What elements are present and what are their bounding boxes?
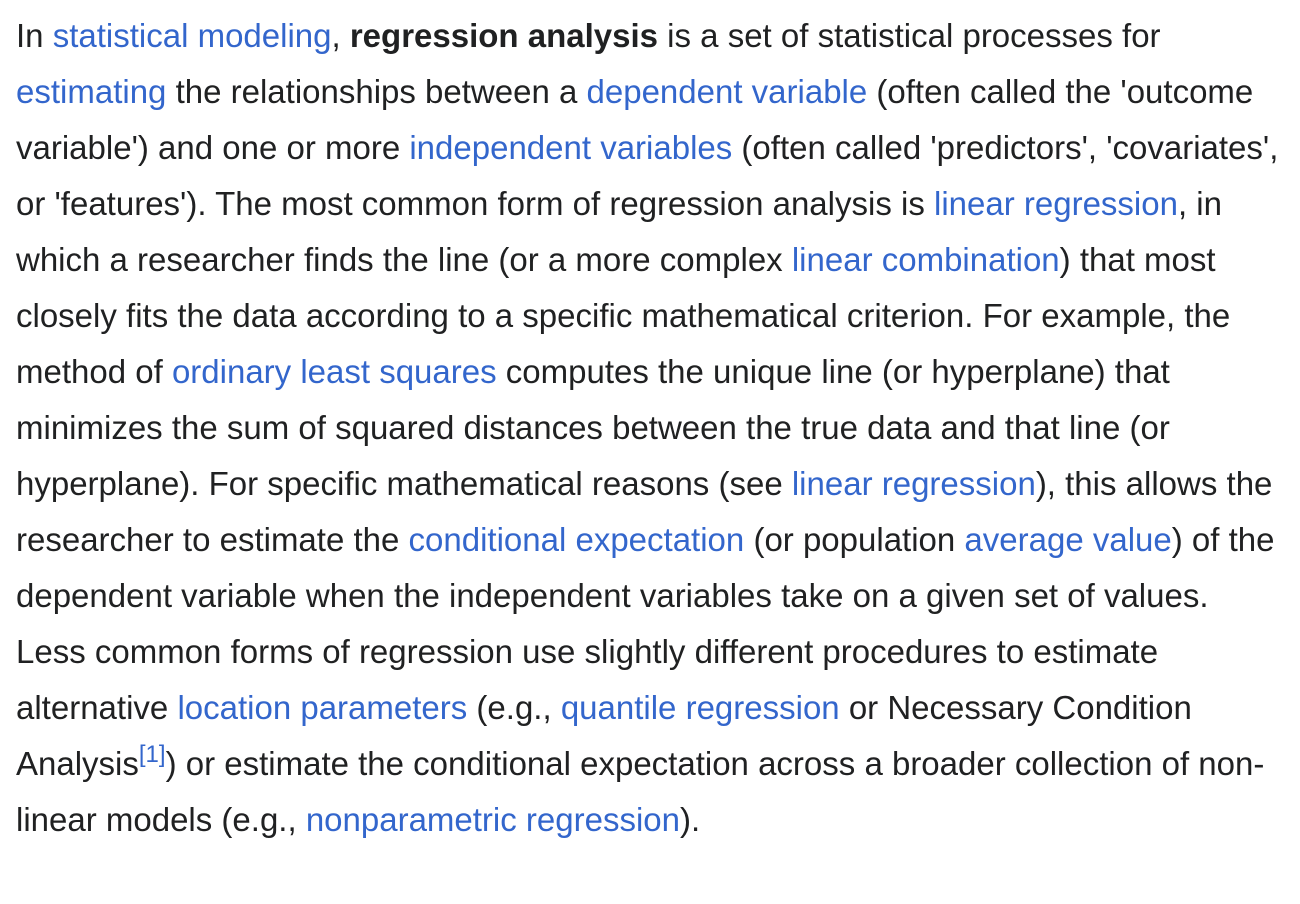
link-ordinary-least-squares[interactable]: ordinary least squares	[171, 353, 497, 390]
text-span: computes the unique line (or hyperplane)…	[16, 353, 1170, 502]
text-span: ,	[331, 17, 350, 54]
link-conditional-expectation[interactable]: conditional expectation	[408, 521, 745, 558]
link-average-value[interactable]: average value	[964, 521, 1172, 558]
text-span: ).	[680, 801, 701, 838]
link-location-parameters[interactable]: location parameters	[177, 689, 468, 726]
link-linear-combination[interactable]: linear combination	[791, 241, 1060, 278]
link-linear-regression[interactable]: linear regression	[934, 185, 1178, 222]
link-quantile-regression[interactable]: quantile regression	[560, 689, 840, 726]
text-span: In	[16, 17, 53, 54]
text-span: ) of the dependent variable when the ind…	[16, 521, 1275, 726]
link-linear-regression-2[interactable]: linear regression	[791, 465, 1036, 502]
text-span: (often called the 'outcome variable') an…	[16, 73, 1254, 166]
text-span: is a set of statistical processes for	[658, 17, 1161, 54]
text-span: ) or estimate the conditional expectatio…	[16, 745, 1265, 838]
text-span: , in which a researcher finds the line (…	[16, 185, 1222, 278]
citation-link-1[interactable]: [1]	[138, 741, 166, 768]
bold-term-regression-analysis: regression analysis	[349, 17, 659, 54]
text-span: the relationships between a	[166, 73, 587, 110]
text-span: (or population	[744, 521, 965, 558]
text-span: (often called 'predictors', 'covariates'…	[16, 129, 1279, 222]
link-statistical-modeling[interactable]: statistical modeling	[52, 17, 332, 54]
text-span: ), this allows the researcher to estimat…	[16, 465, 1273, 558]
link-estimating[interactable]: estimating	[16, 73, 167, 110]
link-nonparametric-regression[interactable]: nonparametric regression	[305, 801, 680, 838]
citation-superscript: [1]	[139, 741, 166, 768]
text-span: (e.g.,	[467, 689, 561, 726]
link-dependent-variable[interactable]: dependent variable	[586, 73, 868, 110]
text-span: ) that most closely fits the data accord…	[16, 241, 1231, 390]
article-paragraph: In statistical modeling, regression anal…	[16, 17, 1279, 838]
link-independent-variables[interactable]: independent variables	[409, 129, 733, 166]
text-span: or Necessary Condition Analysis	[16, 689, 1192, 782]
